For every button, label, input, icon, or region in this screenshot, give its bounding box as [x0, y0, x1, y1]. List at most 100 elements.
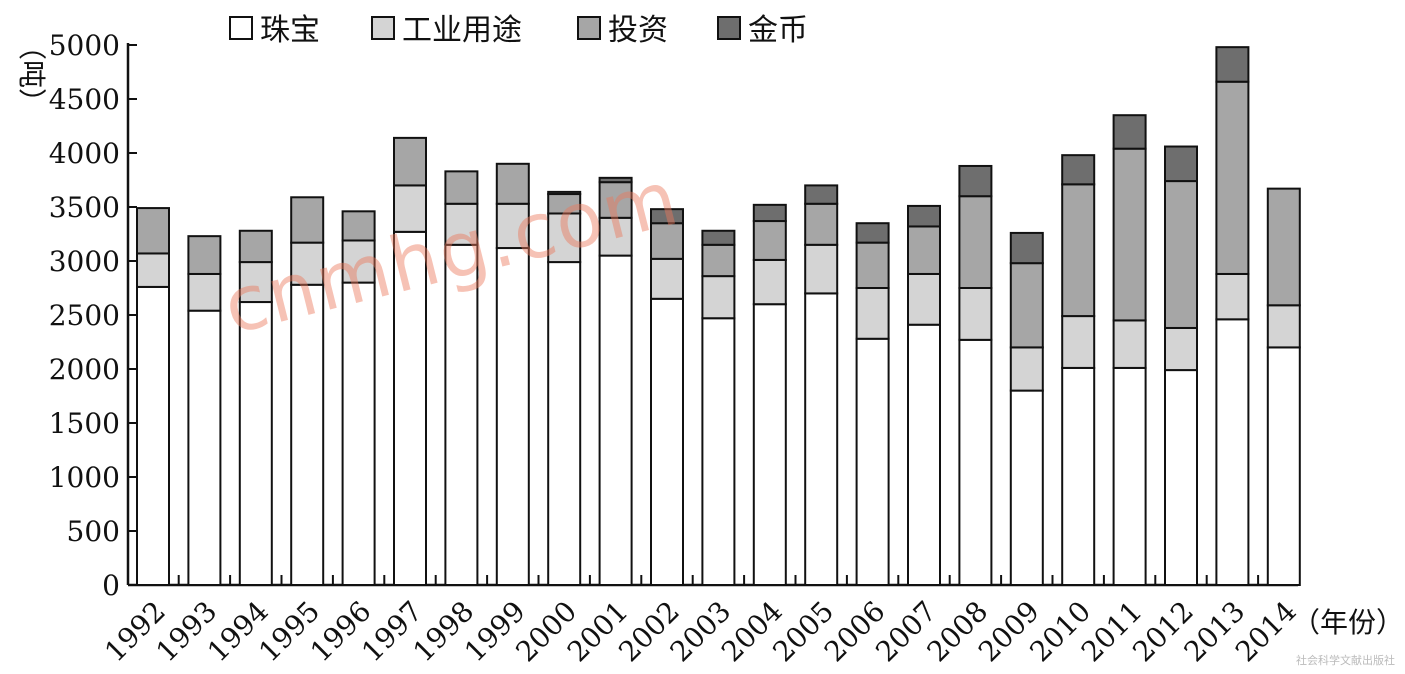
bar-segment — [752, 258, 787, 306]
bar-segment — [444, 243, 479, 587]
bar-segment — [958, 164, 993, 198]
bar-segment — [701, 317, 736, 586]
bar-segment — [393, 184, 427, 233]
bar-segment — [1061, 183, 1096, 318]
bar-segment — [1266, 346, 1301, 586]
bar-segment — [1112, 319, 1147, 369]
bar-segment — [598, 176, 633, 184]
bar-segment — [1112, 366, 1147, 587]
bar-segment — [907, 272, 941, 326]
bar-segment — [804, 202, 839, 246]
y-tick-label: 1500 — [49, 407, 120, 440]
bar-segment — [804, 292, 839, 586]
bar-segment — [650, 297, 684, 586]
publisher-credit: 社会科学文献出版社 — [1296, 654, 1395, 667]
bar-segment — [290, 196, 325, 244]
bar-segment — [752, 220, 787, 261]
bar-segment — [1266, 304, 1301, 349]
bar-segment — [1009, 231, 1044, 265]
bar-segment — [1215, 46, 1250, 83]
bar-segment — [341, 281, 376, 586]
bar-segment — [187, 235, 222, 275]
x-axis-label: （年份） — [1292, 606, 1404, 639]
bar-segment — [855, 337, 890, 587]
legend-label: 工业用途 — [402, 13, 522, 48]
bar-segment — [1164, 369, 1198, 586]
legend-label: 珠宝 — [260, 13, 320, 48]
legend-label: 金币 — [748, 13, 808, 48]
bar-segment — [1061, 315, 1096, 369]
legend-swatch — [371, 16, 395, 40]
legend-swatch — [577, 16, 601, 40]
bar-segment — [238, 301, 273, 586]
bar-segment — [598, 216, 633, 257]
y-tick-label: 4000 — [49, 137, 120, 170]
bar-segment — [187, 272, 222, 312]
bar-segment — [701, 275, 736, 320]
y-tick-label: 500 — [67, 515, 120, 548]
bar-segment — [752, 203, 787, 223]
bar-segment — [290, 241, 325, 286]
bar-segment — [136, 285, 170, 586]
bar-segment — [187, 309, 222, 586]
bar-segment — [1164, 326, 1198, 372]
bar-segment — [650, 208, 684, 225]
bar-segment — [855, 222, 890, 244]
y-tick-label: 3000 — [49, 245, 120, 278]
bar-segment — [650, 257, 684, 300]
y-tick-label: 2500 — [49, 299, 120, 332]
bar-segment — [598, 254, 633, 586]
bar-segment — [238, 229, 273, 264]
y-tick-label: 0 — [102, 569, 120, 602]
y-tick-label: 3500 — [49, 191, 120, 224]
bar-segment — [1061, 366, 1096, 587]
bar-segment — [444, 170, 479, 205]
bar-segment — [958, 287, 993, 341]
bar-segment — [804, 184, 839, 205]
y-tick-label: 1000 — [49, 461, 120, 494]
bar-segment — [1009, 262, 1044, 349]
bar-segment — [495, 247, 530, 586]
y-tick-label: 5000 — [49, 29, 120, 62]
bar-segment — [1112, 147, 1147, 322]
y-axis-label: （吨） — [15, 32, 48, 116]
bar-segment — [598, 181, 633, 219]
bar-segment — [1009, 389, 1044, 586]
bar-segment — [1164, 145, 1198, 183]
bar-segment — [907, 323, 941, 586]
bar-segment — [804, 243, 839, 295]
bar-segment — [701, 229, 736, 246]
bar-segment — [958, 195, 993, 289]
bar-segment — [136, 207, 170, 255]
bar-segment — [1009, 346, 1044, 392]
bar-segment — [1215, 272, 1250, 321]
bar-segment — [547, 190, 582, 196]
bar-segment — [393, 136, 427, 187]
bar-segment — [1266, 187, 1301, 307]
bar-segment — [855, 287, 890, 340]
bar-segment — [958, 338, 993, 586]
bar-segment — [1164, 180, 1198, 329]
legend-swatch — [229, 16, 253, 40]
bar-segment — [136, 252, 170, 288]
bar-segment — [341, 210, 376, 242]
bar-segment — [1215, 80, 1250, 275]
bar-segment — [547, 261, 582, 586]
bar-segment — [393, 230, 427, 586]
bar-segment — [495, 162, 530, 205]
bar-segment — [855, 241, 890, 289]
bar-segment — [1215, 318, 1250, 586]
bar-segment — [290, 283, 325, 586]
bar-segment — [907, 225, 941, 275]
bar-segment — [1112, 114, 1147, 150]
y-tick-label: 2000 — [49, 353, 120, 386]
legend-swatch — [717, 16, 741, 40]
bar-segment — [907, 204, 941, 228]
bar-segment — [752, 303, 787, 586]
y-tick-label: 4500 — [49, 83, 120, 116]
bar-segment — [701, 243, 736, 278]
legend-label: 投资 — [608, 13, 668, 48]
bar-segment — [1061, 154, 1096, 186]
